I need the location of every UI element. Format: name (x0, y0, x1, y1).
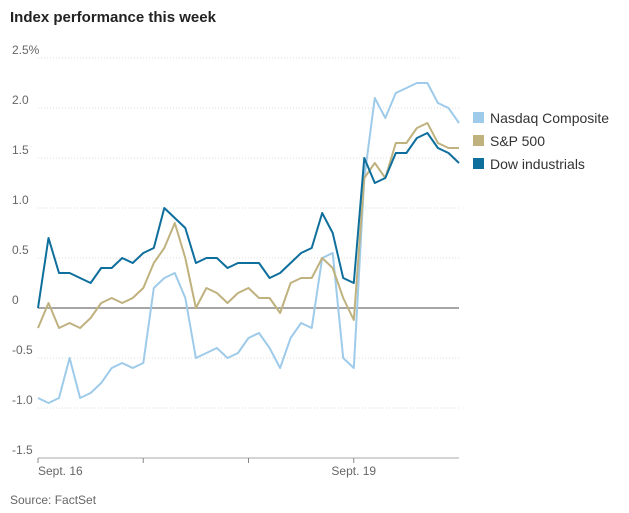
legend-label: Dow industrials (490, 156, 585, 172)
legend-swatch (473, 112, 484, 123)
y-tick-label: 0 (12, 293, 19, 307)
legend-swatch (473, 135, 484, 146)
y-tick-label: 1.5 (12, 143, 29, 157)
legend-label: S&P 500 (490, 133, 545, 149)
y-tick-label: -1.0 (12, 393, 33, 407)
source: Source: FactSet (10, 493, 97, 507)
x-tick-label: Sept. 19 (331, 464, 376, 478)
chart-title: Index performance this week (10, 9, 217, 26)
y-tick-label: -1.5 (12, 443, 33, 457)
legend-swatch (473, 158, 484, 169)
x-tick-label: Sept. 16 (38, 464, 83, 478)
y-tick-label: 2.5% (12, 43, 40, 57)
y-tick-label: 0.5 (12, 243, 29, 257)
y-tick-label: 2.0 (12, 93, 29, 107)
y-tick-label: -0.5 (12, 343, 33, 357)
series-line (37, 132, 460, 309)
series-line (37, 82, 460, 404)
series-line (37, 122, 459, 329)
legend-label: Nasdaq Composite (490, 110, 609, 126)
y-tick-label: 1.0 (12, 193, 29, 207)
